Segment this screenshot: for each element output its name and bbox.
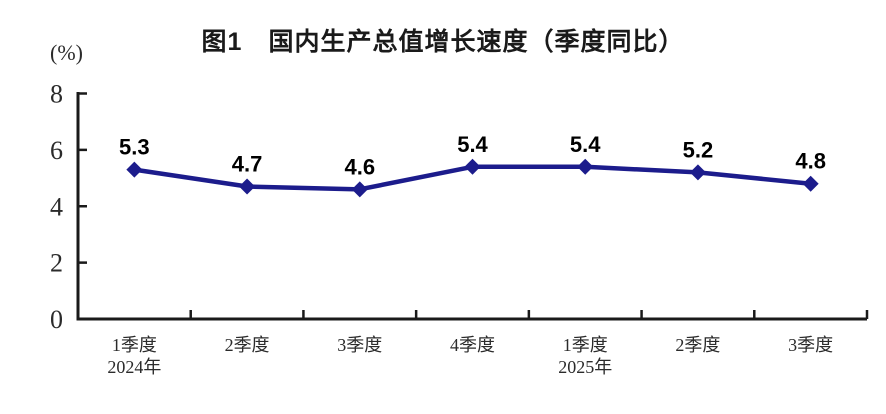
x-category-sublabel: 2025年 bbox=[558, 357, 612, 377]
y-axis-unit-label: (%) bbox=[50, 40, 83, 65]
y-tick-label: 2 bbox=[50, 249, 63, 278]
data-point-label: 5.4 bbox=[457, 132, 488, 157]
data-point-label: 4.6 bbox=[344, 154, 375, 179]
x-category-sublabel: 2024年 bbox=[107, 357, 161, 377]
data-point-marker bbox=[577, 158, 594, 175]
x-category-label: 3季度 bbox=[337, 335, 382, 355]
data-point-label: 5.3 bbox=[119, 135, 150, 160]
x-category-label: 4季度 bbox=[450, 335, 495, 355]
y-tick-label: 8 bbox=[50, 80, 63, 109]
y-tick-label: 6 bbox=[50, 136, 63, 165]
x-category-label: 2季度 bbox=[675, 335, 720, 355]
data-point-marker bbox=[464, 158, 481, 175]
x-category-label: 1季度 bbox=[563, 335, 608, 355]
y-tick-label: 4 bbox=[50, 192, 63, 221]
data-point-label: 5.4 bbox=[570, 132, 601, 157]
data-point-label: 4.7 bbox=[232, 152, 263, 177]
data-point-marker bbox=[802, 175, 819, 192]
chart-title: 图1 国内生产总值增长速度（季度同比） bbox=[201, 28, 685, 56]
x-category-label: 1季度 bbox=[112, 335, 157, 355]
data-point-marker bbox=[351, 181, 368, 198]
data-point-marker bbox=[239, 178, 256, 195]
data-point-label: 4.8 bbox=[795, 149, 826, 174]
data-point-label: 5.2 bbox=[683, 137, 714, 162]
data-point-marker bbox=[689, 164, 706, 181]
x-category-label: 2季度 bbox=[225, 335, 270, 355]
y-tick-label: 0 bbox=[50, 305, 63, 334]
data-point-marker bbox=[126, 161, 143, 178]
x-category-label: 3季度 bbox=[788, 335, 833, 355]
